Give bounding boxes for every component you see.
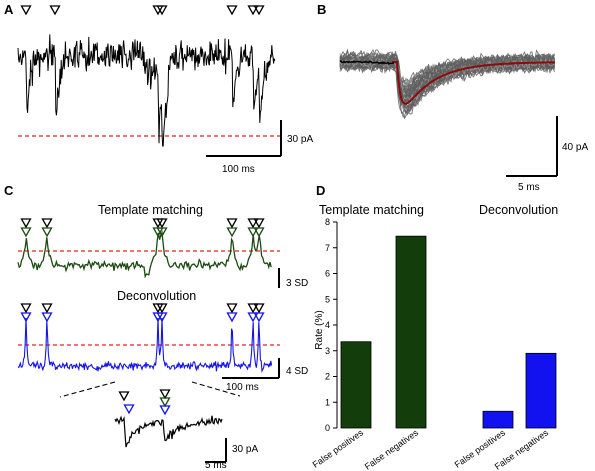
event-marker-a-0 [20, 5, 32, 16]
template-marker-true-0 [20, 227, 32, 238]
zoom-marker-template-2 [159, 397, 171, 408]
deconvolution-trace [17, 317, 273, 374]
template-marker-true-5 [247, 227, 259, 238]
y-tick-label-1: 1 [325, 397, 330, 407]
y-tick-label-6: 6 [325, 269, 330, 279]
template-markers [20, 218, 265, 238]
chart-title-deconvolution: Deconvolution [479, 203, 558, 217]
x-label-template-false-negatives: False negatives [363, 427, 421, 471]
template-marker-true-3 [156, 227, 168, 238]
template-marker-detected-6 [253, 218, 265, 229]
template-matching-title-c: Template matching [98, 203, 203, 217]
bar-deconvolution-false-positives [482, 410, 514, 429]
panel-letter-a: A [4, 2, 14, 17]
y-tick-label-3: 3 [325, 346, 330, 356]
event-overlay-traces-b [339, 48, 555, 120]
event-marker-a-5 [247, 5, 259, 16]
y-tick-label-7: 7 [325, 243, 330, 253]
zoom-marker-detected-2 [159, 389, 171, 400]
time-scale-label-deconvolution: 100 ms [226, 382, 259, 393]
template-marker-true-1 [41, 227, 53, 238]
event-marker-a-3 [156, 5, 168, 16]
panel-letter-d: D [316, 183, 325, 198]
template-detection-trace [17, 229, 272, 279]
bar-deconvolution-false-negatives [525, 352, 557, 429]
y-axis-ticks: 0 1 2 3 4 5 6 7 8 [325, 217, 337, 433]
event-trace-b-51 [339, 50, 555, 95]
current-trace-a [17, 34, 276, 147]
deconv-marker-detected-6 [253, 303, 265, 314]
template-marker-detected-1 [41, 218, 53, 229]
event-marker-a-6 [253, 5, 265, 16]
amplitude-scale-label-zoom: 30 pA [232, 444, 258, 455]
deconv-marker-true-0 [20, 312, 32, 323]
zoom-trace [114, 415, 223, 448]
mean-event-trace-b [392, 61, 556, 105]
template-marker-detected-3 [156, 218, 168, 229]
deconv-marker-true-1 [41, 312, 53, 323]
template-marker-detected-5 [247, 218, 259, 229]
y-tick-label-5: 5 [325, 294, 330, 304]
deconv-marker-true-6 [253, 312, 265, 323]
deconv-marker-true-4 [226, 312, 238, 323]
panel-letter-b: B [317, 2, 326, 17]
deconvolution-markers [20, 303, 265, 323]
amplitude-scale-label-b: 40 pA [562, 142, 588, 153]
y-tick-label-8: 8 [325, 217, 330, 227]
deconv-marker-true-3 [156, 312, 168, 323]
deconv-marker-detected-0 [20, 303, 32, 314]
zoom-guide-right [191, 381, 241, 397]
y-tick-label-0: 0 [325, 423, 330, 433]
sd-scale-label-deconvolution: 4 SD [286, 366, 308, 377]
x-label-template-false-positives: False positives [311, 427, 366, 470]
time-scale-label-b: 5 ms [518, 182, 540, 193]
template-marker-true-4 [226, 227, 238, 238]
time-scale-label-a: 100 ms [222, 164, 255, 175]
baseline-trace-b [339, 60, 395, 66]
bar-series [340, 235, 557, 429]
amplitude-scale-label-a: 30 pA [287, 134, 313, 145]
template-marker-true-6 [253, 227, 265, 238]
bar-template-false-positives [340, 341, 372, 429]
time-scale-label-zoom: 5 ms [205, 460, 227, 471]
zoom-marker-detected-1 [118, 391, 130, 402]
panel-c: C Template matching 3 SD Deconvolution 4… [4, 183, 308, 471]
panel-a: A 30 pA 100 ms [4, 2, 313, 175]
panel-b: B 40 pA 5 ms [317, 2, 588, 193]
y-axis-label: Rate (%) [314, 310, 325, 349]
zoom-guide-left [59, 381, 116, 398]
deconv-marker-detected-1 [41, 303, 53, 314]
chart-title-template: Template matching [319, 203, 424, 217]
bar-template-false-negatives [395, 235, 427, 429]
sd-scale-label-template: 3 SD [286, 278, 308, 289]
event-marker-a-4 [226, 5, 238, 16]
event-marker-a-1 [49, 5, 61, 16]
deconv-marker-detected-5 [247, 303, 259, 314]
template-marker-detected-0 [20, 218, 32, 229]
deconvolution-title-c: Deconvolution [117, 289, 196, 303]
zoom-markers [118, 389, 171, 416]
zoom-marker-true-2 [159, 405, 171, 416]
y-tick-label-2: 2 [325, 372, 330, 382]
template-marker-detected-4 [226, 218, 238, 229]
panel-letter-c: C [4, 183, 14, 198]
event-markers-a [20, 5, 265, 16]
zoom-marker-true-1 [123, 404, 135, 415]
y-tick-label-4: 4 [325, 320, 330, 330]
deconv-marker-detected-3 [156, 303, 168, 314]
panel-d: D Template matching Deconvolution Rate (… [311, 183, 559, 471]
deconv-marker-true-5 [247, 312, 259, 323]
deconv-marker-detected-4 [226, 303, 238, 314]
